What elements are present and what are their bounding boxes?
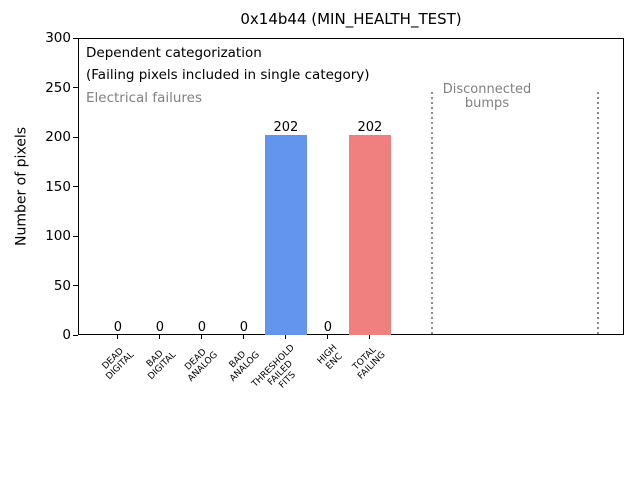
- y-axis-tick-label: 300: [45, 30, 71, 46]
- bar-value-label: 0: [155, 320, 165, 335]
- y-axis-tick: [73, 87, 78, 88]
- annotation-dependent-categorization: Dependent categorization: [86, 45, 262, 61]
- dotted-vline: [596, 92, 599, 335]
- y-axis-tick: [73, 136, 78, 138]
- y-axis-tick-label: 150: [45, 178, 71, 195]
- y-axis-tick-label: 250: [45, 79, 71, 96]
- x-axis-tick-label: HIGH ENC: [315, 343, 345, 372]
- annotation-disconnected-bumps: Disconnected bumps: [427, 83, 547, 111]
- chart-title: 0x14b44 (MIN_HEALTH_TEST): [240, 10, 462, 28]
- x-axis-tick-label: DEAD DIGITAL: [100, 346, 137, 383]
- bar-value-label: 0: [197, 320, 207, 335]
- y-axis-tick: [73, 186, 78, 187]
- y-axis-tick-label: 200: [45, 129, 71, 145]
- x-axis-tick: [327, 335, 329, 339]
- x-axis-tick: [201, 335, 203, 339]
- dotted-vline: [431, 92, 434, 335]
- bar-value-label: 0: [113, 320, 123, 335]
- x-axis-tick: [243, 335, 245, 339]
- y-axis-tick: [73, 235, 78, 237]
- annotation-electrical-failures: Electrical failures: [86, 90, 203, 106]
- annotation-failing-note: (Failing pixels included in single categ…: [86, 67, 370, 83]
- x-axis-tick-label: TOTAL FAILING: [351, 345, 389, 382]
- x-axis-tick-label: THRESHOLD FAILED FITS: [250, 343, 299, 391]
- bar-value-label: 202: [357, 120, 383, 136]
- y-axis-tick-label: 100: [45, 228, 71, 244]
- annotation-disconnected-line2: bumps: [464, 96, 510, 111]
- bar: [264, 135, 307, 335]
- y-axis-tick: [73, 285, 78, 286]
- x-axis-tick-label: DEAD ANALOG: [183, 347, 221, 384]
- bar-value-label: 0: [323, 320, 333, 335]
- y-axis-tick: [73, 37, 78, 39]
- annotation-disconnected-line1: Disconnected: [442, 82, 532, 97]
- x-axis-tick: [369, 335, 371, 339]
- x-axis-tick: [159, 335, 161, 339]
- y-axis-tick-label: 50: [53, 277, 71, 294]
- bar-value-label: 0: [239, 320, 249, 335]
- x-axis-tick: [285, 335, 287, 339]
- bar-value-label: 202: [273, 120, 299, 136]
- x-axis-tick: [117, 335, 119, 339]
- bar: [348, 135, 391, 335]
- y-axis-tick: [73, 334, 78, 336]
- x-axis-tick-label: BAD DIGITAL: [144, 348, 179, 383]
- y-axis-tick-label: 0: [62, 327, 71, 343]
